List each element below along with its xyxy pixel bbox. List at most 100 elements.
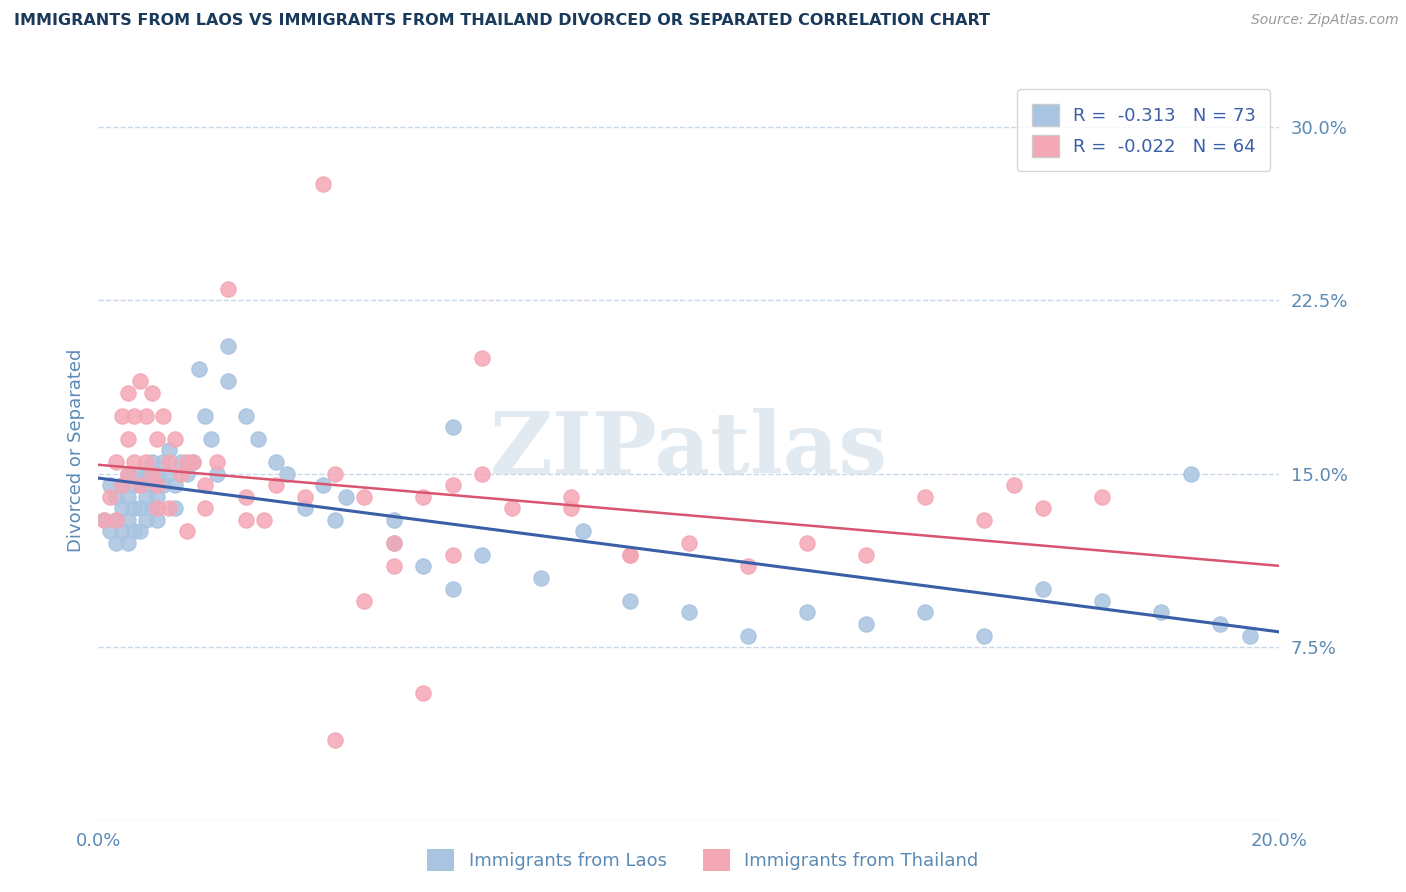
Point xyxy=(412,559,434,574)
Point xyxy=(122,478,145,492)
Point xyxy=(335,490,357,504)
Point xyxy=(294,490,316,504)
Point xyxy=(1002,478,1025,492)
Point xyxy=(737,559,759,574)
Point xyxy=(146,432,169,446)
Point xyxy=(560,501,582,516)
Point xyxy=(353,594,375,608)
Point xyxy=(111,501,134,516)
Point xyxy=(128,501,150,516)
Point xyxy=(194,478,217,492)
Point xyxy=(1091,490,1114,504)
Point xyxy=(135,455,157,469)
Point xyxy=(128,374,150,388)
Point xyxy=(382,536,405,550)
Y-axis label: Divorced or Separated: Divorced or Separated xyxy=(66,349,84,552)
Point xyxy=(619,548,641,562)
Point xyxy=(973,628,995,642)
Point xyxy=(1091,594,1114,608)
Point xyxy=(194,409,217,423)
Point xyxy=(165,478,187,492)
Point xyxy=(157,455,180,469)
Point xyxy=(737,628,759,642)
Point xyxy=(200,432,222,446)
Point xyxy=(530,571,553,585)
Point xyxy=(205,455,228,469)
Point xyxy=(141,385,163,400)
Point xyxy=(157,501,180,516)
Point xyxy=(312,478,335,492)
Point xyxy=(128,524,150,539)
Point xyxy=(141,501,163,516)
Point xyxy=(135,467,157,481)
Point xyxy=(312,178,335,192)
Point xyxy=(165,432,187,446)
Point xyxy=(1180,467,1202,481)
Point xyxy=(1032,582,1054,597)
Point xyxy=(176,455,198,469)
Point xyxy=(141,467,163,481)
Point xyxy=(187,362,209,376)
Point xyxy=(412,686,434,700)
Point xyxy=(105,513,128,527)
Point xyxy=(141,455,163,469)
Point xyxy=(1150,606,1173,620)
Point xyxy=(165,501,187,516)
Point xyxy=(128,478,150,492)
Point xyxy=(135,513,157,527)
Point xyxy=(117,467,139,481)
Point xyxy=(146,478,169,492)
Point xyxy=(560,490,582,504)
Point xyxy=(157,443,180,458)
Point xyxy=(441,478,464,492)
Point xyxy=(441,582,464,597)
Point xyxy=(264,455,287,469)
Text: IMMIGRANTS FROM LAOS VS IMMIGRANTS FROM THAILAND DIVORCED OR SEPARATED CORRELATI: IMMIGRANTS FROM LAOS VS IMMIGRANTS FROM … xyxy=(14,13,990,29)
Point xyxy=(235,513,257,527)
Point xyxy=(122,501,145,516)
Point xyxy=(170,467,193,481)
Point xyxy=(855,548,877,562)
Point xyxy=(914,490,936,504)
Point xyxy=(146,467,169,481)
Point xyxy=(382,559,405,574)
Point xyxy=(1032,501,1054,516)
Point xyxy=(170,455,193,469)
Point xyxy=(323,732,346,747)
Text: Source: ZipAtlas.com: Source: ZipAtlas.com xyxy=(1251,13,1399,28)
Point xyxy=(1209,617,1232,632)
Point xyxy=(235,490,257,504)
Point xyxy=(128,467,150,481)
Point xyxy=(914,606,936,620)
Point xyxy=(98,490,121,504)
Text: ZIPatlas: ZIPatlas xyxy=(489,409,889,492)
Point xyxy=(135,409,157,423)
Point xyxy=(855,617,877,632)
Point xyxy=(157,467,180,481)
Point xyxy=(181,455,204,469)
Point xyxy=(235,409,257,423)
Point xyxy=(619,548,641,562)
Point xyxy=(441,548,464,562)
Point xyxy=(152,409,174,423)
Point xyxy=(117,432,139,446)
Point xyxy=(128,478,150,492)
Point xyxy=(122,409,145,423)
Point xyxy=(122,455,145,469)
Point xyxy=(176,467,198,481)
Point xyxy=(353,490,375,504)
Point xyxy=(111,524,134,539)
Point xyxy=(135,490,157,504)
Point xyxy=(276,467,298,481)
Point xyxy=(111,478,134,492)
Point xyxy=(117,385,139,400)
Point xyxy=(471,351,494,365)
Point xyxy=(441,420,464,434)
Point xyxy=(93,513,115,527)
Point xyxy=(111,409,134,423)
Point xyxy=(105,455,128,469)
Point xyxy=(205,467,228,481)
Point xyxy=(217,374,239,388)
Point xyxy=(105,536,128,550)
Point xyxy=(796,536,818,550)
